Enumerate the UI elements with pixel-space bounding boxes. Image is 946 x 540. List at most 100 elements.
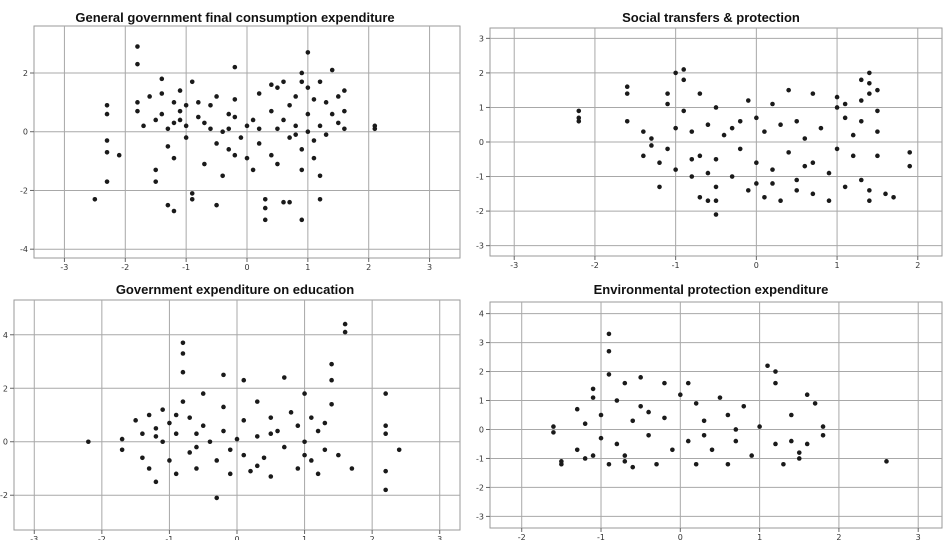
x-tick-label: -3 xyxy=(60,263,68,272)
data-point xyxy=(717,395,723,400)
data-point xyxy=(713,105,719,110)
y-tick-label: 1 xyxy=(479,103,484,112)
data-point xyxy=(221,428,226,434)
data-point xyxy=(733,438,739,444)
data-point xyxy=(119,447,125,453)
data-point xyxy=(757,424,762,429)
data-point xyxy=(329,402,334,407)
chart-panel-1: General government final consumption exp… xyxy=(0,0,470,272)
data-point xyxy=(383,391,388,396)
data-point xyxy=(834,94,840,100)
data-point xyxy=(221,372,226,378)
data-point xyxy=(737,118,743,124)
y-tick-label: 3 xyxy=(479,339,484,348)
data-point xyxy=(244,123,250,129)
data-point xyxy=(104,111,110,117)
data-point xyxy=(200,391,206,396)
data-point xyxy=(875,129,880,134)
data-point xyxy=(315,428,321,434)
data-point xyxy=(317,123,323,129)
data-point xyxy=(789,412,794,418)
data-point xyxy=(241,452,247,458)
data-point xyxy=(282,375,287,380)
data-point xyxy=(773,441,778,447)
x-tick-label: 3 xyxy=(427,263,432,272)
data-point xyxy=(165,202,171,208)
data-point xyxy=(159,76,165,82)
data-point xyxy=(254,434,260,439)
data-point xyxy=(183,123,189,129)
y-tick-label: 2 xyxy=(3,384,8,393)
data-point xyxy=(812,401,818,406)
data-point xyxy=(641,153,646,159)
data-point xyxy=(323,132,329,137)
data-point xyxy=(670,447,675,453)
data-point xyxy=(299,167,305,173)
data-point xyxy=(208,102,213,108)
data-point xyxy=(574,447,580,453)
data-point xyxy=(721,132,727,138)
chart-panel-4: Environmental protection expenditure -2-… xyxy=(476,272,946,540)
data-point xyxy=(867,91,872,96)
data-point xyxy=(268,431,274,437)
data-point xyxy=(281,117,286,123)
y-tick-label: -2 xyxy=(476,483,484,492)
data-point xyxy=(214,458,220,463)
x-tick-label: -1 xyxy=(597,533,605,540)
data-point xyxy=(232,64,238,70)
data-point xyxy=(189,196,195,202)
y-tick-label: 0 xyxy=(3,438,8,447)
y-tick-label: -2 xyxy=(20,186,28,195)
data-point xyxy=(891,194,896,200)
x-tick-label: 2 xyxy=(366,263,371,272)
data-point xyxy=(606,461,612,467)
data-point xyxy=(796,456,802,461)
data-point xyxy=(624,118,630,124)
data-point xyxy=(705,170,711,176)
scatter-chart: -3 -2 -1 0 1 2 3 -2 0 2 4 xyxy=(0,299,461,540)
x-tick-label: 0 xyxy=(234,535,239,540)
data-point xyxy=(673,125,678,131)
data-point xyxy=(135,108,140,114)
data-point xyxy=(745,188,751,193)
data-point xyxy=(810,91,816,96)
data-point xyxy=(262,217,268,223)
data-point xyxy=(329,377,334,383)
data-point xyxy=(173,471,179,477)
data-point xyxy=(834,146,840,152)
data-point xyxy=(778,122,783,128)
data-point xyxy=(281,199,286,205)
data-point xyxy=(189,191,195,196)
data-point xyxy=(725,412,731,418)
data-point xyxy=(693,461,699,467)
data-point xyxy=(116,152,122,158)
x-tick-label: 3 xyxy=(437,535,442,540)
data-point xyxy=(685,380,691,386)
data-point xyxy=(826,170,832,176)
data-point xyxy=(295,423,301,428)
data-point xyxy=(681,77,687,83)
data-point xyxy=(177,88,183,93)
data-point xyxy=(737,146,743,152)
data-point xyxy=(796,450,802,455)
x-tick-label: 3 xyxy=(916,533,921,540)
y-tick-label: -2 xyxy=(476,207,484,216)
data-point xyxy=(665,146,670,152)
data-point xyxy=(741,404,747,409)
data-point xyxy=(183,102,189,108)
data-point xyxy=(305,50,311,55)
x-tick-label: 2 xyxy=(836,533,841,540)
data-point xyxy=(268,474,274,479)
data-point xyxy=(820,424,826,429)
data-point xyxy=(858,118,864,124)
data-point xyxy=(770,167,775,172)
data-point xyxy=(662,415,667,421)
data-point xyxy=(293,94,298,99)
data-point xyxy=(214,495,220,501)
data-point xyxy=(576,118,582,124)
data-point xyxy=(119,436,125,442)
data-point xyxy=(309,415,314,420)
data-point xyxy=(614,398,620,403)
data-point xyxy=(250,167,256,173)
data-point xyxy=(194,466,199,471)
